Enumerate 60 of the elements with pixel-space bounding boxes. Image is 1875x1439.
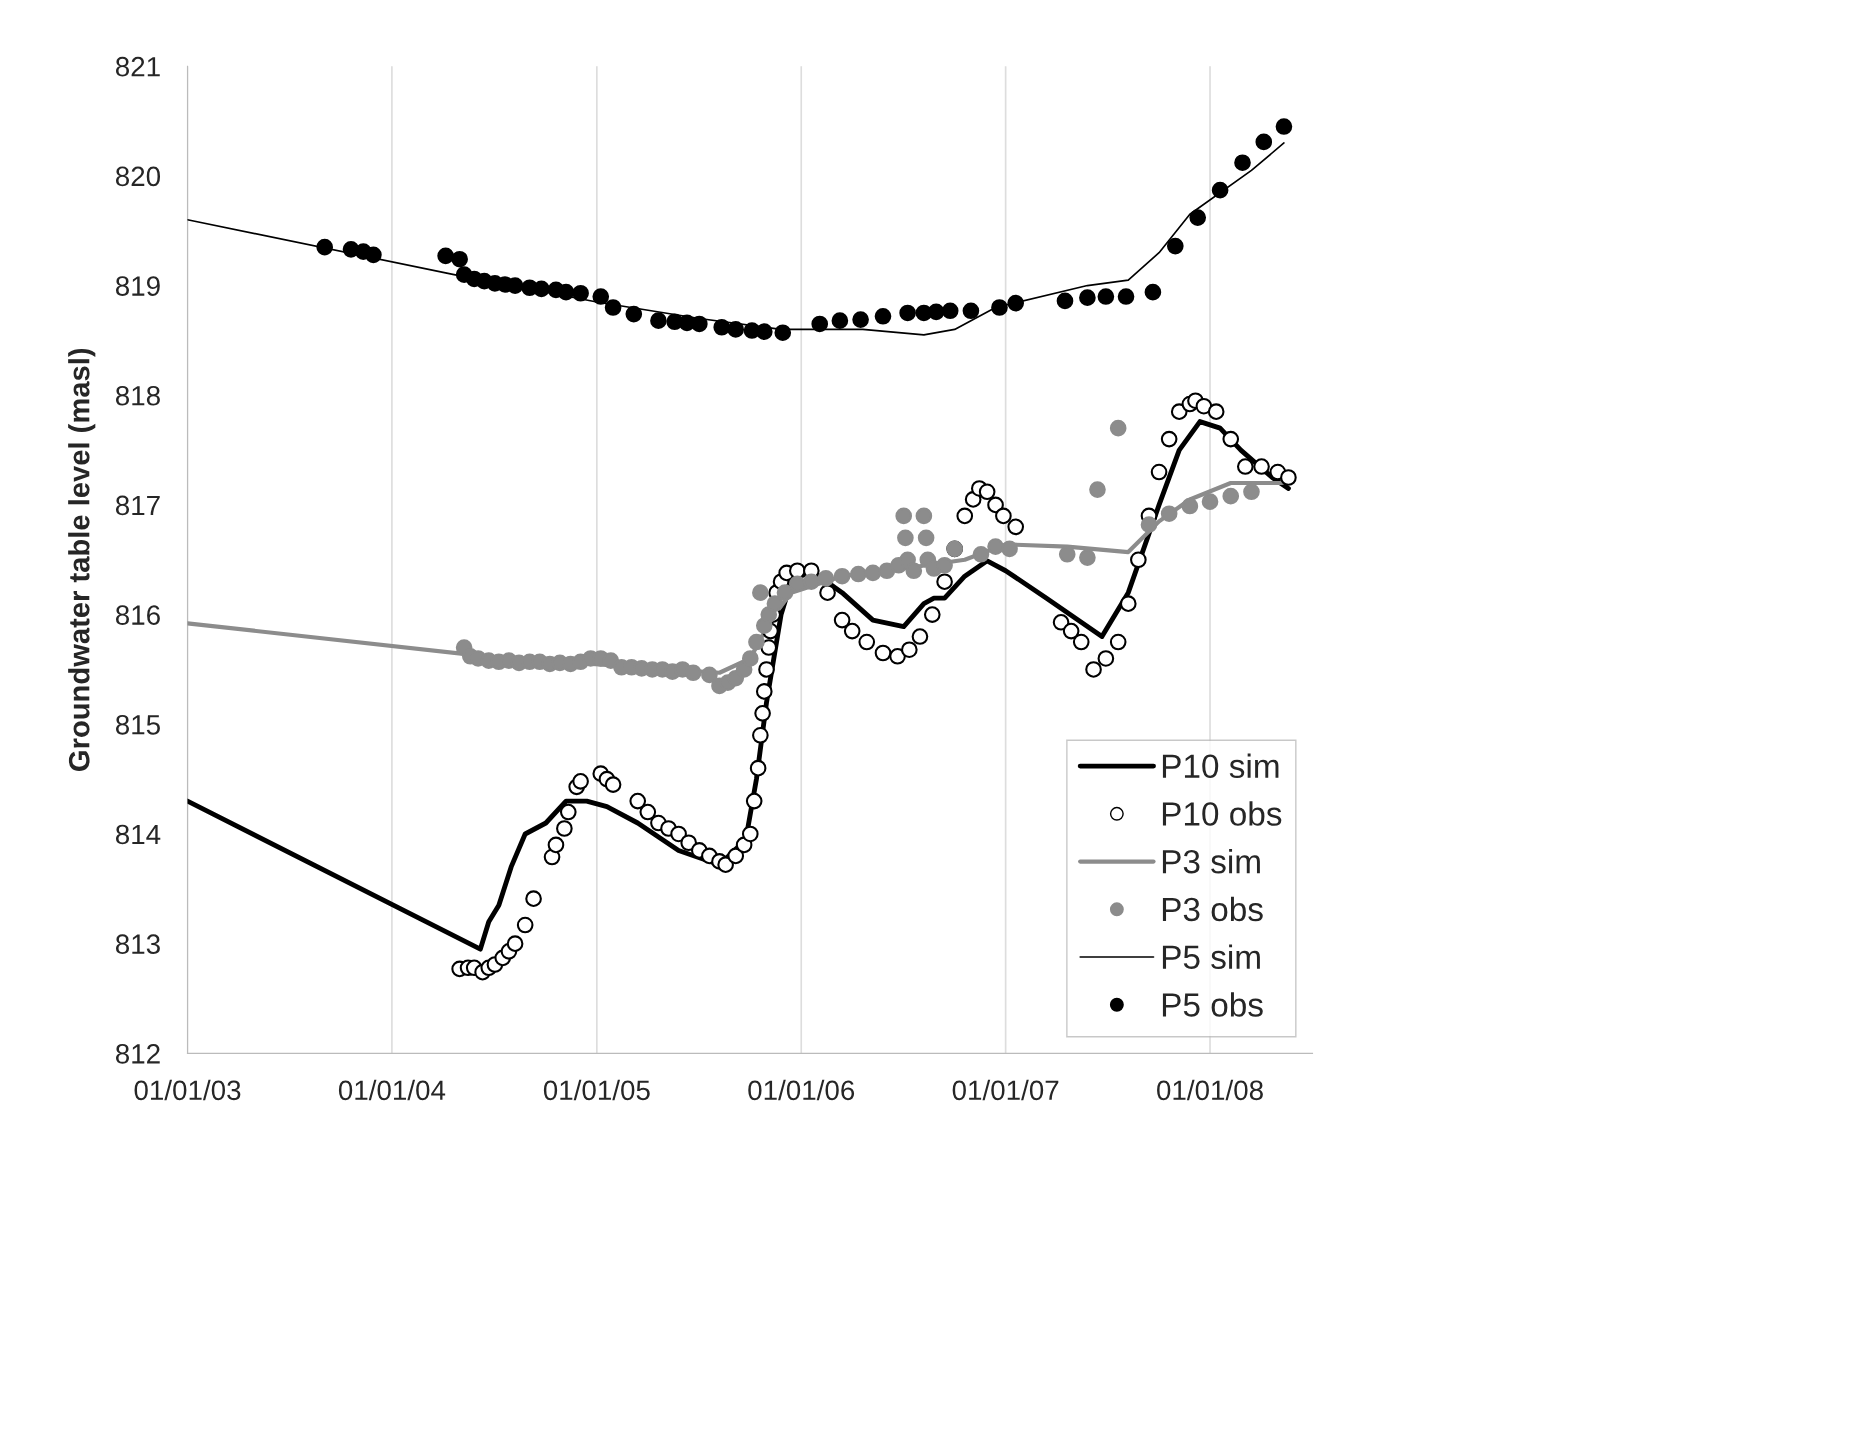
point xyxy=(1117,288,1135,305)
legend-label: P5 obs xyxy=(1162,992,1263,1017)
y-tick-label: 821 xyxy=(115,56,160,77)
point xyxy=(604,299,622,316)
point xyxy=(874,307,892,325)
legend-label: P3 obs xyxy=(1162,896,1263,922)
x-tick-label: 01/01/08 xyxy=(1157,1079,1263,1101)
y-tick-label: 818 xyxy=(115,385,160,406)
point xyxy=(1255,133,1273,151)
y-tick-label: 815 xyxy=(115,714,160,735)
point xyxy=(1166,237,1184,255)
legend-label: P10 obs xyxy=(1162,801,1282,826)
point xyxy=(365,246,382,264)
y-tick-label: 817 xyxy=(115,495,160,516)
point xyxy=(650,312,667,329)
point xyxy=(1056,292,1074,310)
point xyxy=(1007,294,1025,312)
point xyxy=(437,247,454,265)
x-tick-label: 01/01/07 xyxy=(952,1079,1059,1101)
point xyxy=(451,250,468,268)
point xyxy=(713,318,731,336)
x-tick-label: 01/01/03 xyxy=(134,1079,241,1101)
y-tick-label: 819 xyxy=(115,276,160,296)
x-tick-label: 01/01/06 xyxy=(748,1079,855,1101)
y-tick-label: 816 xyxy=(115,605,160,625)
point xyxy=(941,302,959,320)
point xyxy=(774,324,792,342)
point xyxy=(899,304,916,322)
point xyxy=(1275,118,1293,135)
point xyxy=(962,302,980,320)
y-tick-label: 814 xyxy=(115,824,161,845)
legend-label: P5 sim xyxy=(1162,944,1260,970)
point xyxy=(1079,289,1096,306)
point xyxy=(1189,209,1207,226)
x-tick-label: 01/01/05 xyxy=(543,1079,650,1101)
point xyxy=(557,283,575,301)
point xyxy=(1211,181,1229,199)
y-tick-label: 812 xyxy=(115,1044,160,1064)
point xyxy=(1144,283,1162,301)
point xyxy=(852,311,869,328)
point xyxy=(927,303,945,321)
y-tick-label: 820 xyxy=(115,166,161,187)
point xyxy=(572,284,589,302)
point xyxy=(991,299,1008,316)
legend-label: P3 sim xyxy=(1162,849,1260,874)
point xyxy=(811,315,829,333)
y-tick-label: 813 xyxy=(115,934,160,954)
point xyxy=(625,305,643,323)
point xyxy=(755,323,773,340)
y-axis-title: Groundwater table level (masl) xyxy=(68,348,96,771)
point xyxy=(831,312,849,329)
point xyxy=(727,321,745,338)
point xyxy=(316,238,334,256)
point xyxy=(1097,288,1115,305)
point xyxy=(1234,154,1251,172)
point xyxy=(592,288,610,305)
point xyxy=(533,280,550,298)
legend-label: P10 sim xyxy=(1162,753,1279,779)
x-tick-label: 01/01/04 xyxy=(338,1079,446,1101)
point xyxy=(691,315,708,333)
